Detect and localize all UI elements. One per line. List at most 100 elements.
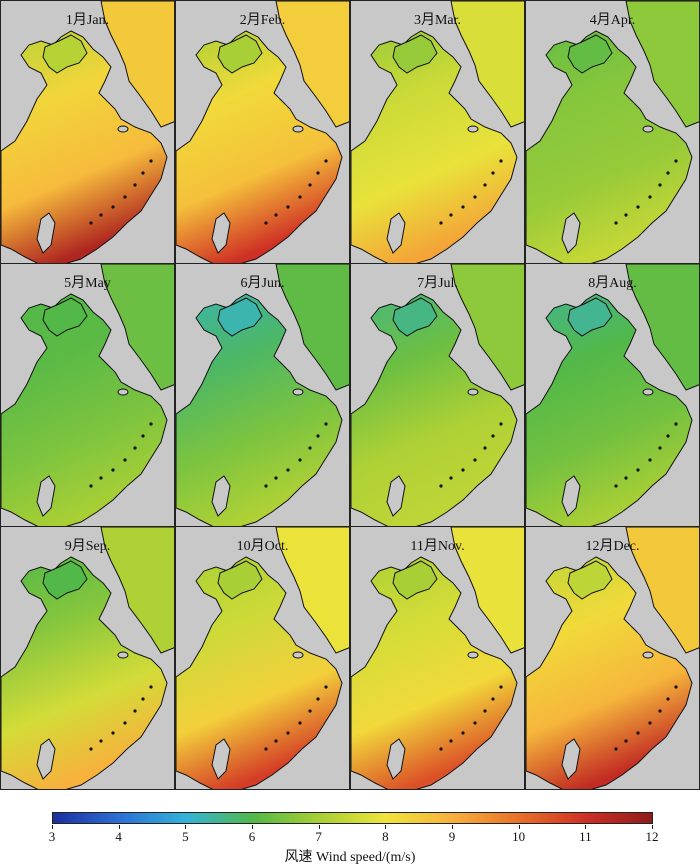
ryukyu-island [149, 685, 153, 689]
ryukyu-island [614, 747, 618, 751]
ryukyu-island [499, 422, 503, 426]
colorbar-gradient [52, 812, 653, 824]
colorbar-tick [652, 825, 653, 829]
japan-sea-field [275, 1, 349, 128]
taiwan-island [386, 212, 406, 254]
japan-sea-field [450, 527, 524, 654]
sea-wind-field [526, 30, 693, 263]
bohai-sea-field [217, 34, 263, 74]
ryukyu-island [316, 434, 320, 438]
jeju-island [642, 388, 654, 396]
ryukyu-island [491, 434, 495, 438]
bohai-sea-field [42, 560, 88, 600]
colorbar-tick [52, 825, 53, 829]
ryukyu-island [624, 739, 628, 743]
wind-speed-map [1, 1, 174, 263]
ryukyu-island [89, 484, 93, 488]
ryukyu-island [614, 484, 618, 488]
ryukyu-island [473, 721, 477, 725]
ryukyu-island [264, 747, 268, 751]
ryukyu-island [89, 221, 93, 225]
taiwan-island [386, 475, 406, 517]
ryukyu-island [149, 422, 153, 426]
ryukyu-island [274, 213, 278, 217]
wind-speed-map [526, 1, 699, 263]
bohai-sea-field [392, 560, 438, 600]
ryukyu-island [491, 171, 495, 175]
jeju-island [292, 651, 304, 659]
colorbar-legend: 3 4 5 6 7 8 9 10 11 12 风速 Wind speed/(m/s) [0, 790, 700, 865]
jeju-island [117, 125, 129, 133]
ryukyu-island [624, 213, 628, 217]
ryukyu-island [439, 484, 443, 488]
japan-sea-field [450, 1, 524, 128]
bohai-sea-field [567, 34, 613, 74]
ryukyu-island [133, 183, 137, 187]
ryukyu-island [449, 739, 453, 743]
japan-sea-field [100, 1, 174, 128]
monthly-map-panel: 3月Mar. [350, 0, 525, 264]
colorbar-tick [385, 825, 387, 829]
colorbar-tick-label: 4 [115, 829, 122, 844]
wind-speed-map [1, 527, 174, 789]
colorbar-tick [518, 825, 520, 829]
ryukyu-island [99, 739, 103, 743]
colorbar-tick [318, 825, 320, 829]
ryukyu-island [636, 205, 640, 209]
jeju-island [117, 651, 129, 659]
jeju-island [467, 125, 479, 133]
monthly-map-grid: 1月Jan. 2月Feb. 3月Mar. 4月Apr. 5月May 6月Jun. 7月Jul… [0, 0, 700, 790]
colorbar-tick-label: 11 [579, 829, 592, 844]
taiwan-island [36, 738, 56, 780]
ryukyu-island [324, 685, 328, 689]
sea-wind-field [176, 556, 343, 789]
ryukyu-island [624, 476, 628, 480]
wind-speed-map [351, 1, 524, 263]
wind-speed-map [176, 264, 349, 526]
ryukyu-island [274, 739, 278, 743]
taiwan-island [561, 738, 581, 780]
colorbar-tick [585, 825, 587, 829]
ryukyu-island [111, 731, 115, 735]
wind-speed-map [176, 527, 349, 789]
colorbar-tick-label: 3 [48, 829, 56, 844]
ryukyu-island [461, 205, 465, 209]
monthly-map-panel: 4月Apr. [525, 0, 700, 264]
ryukyu-island [473, 458, 477, 462]
bohai-sea-field [392, 34, 438, 74]
sea-wind-field [351, 293, 518, 526]
monthly-map-panel: 10月Oct. [175, 526, 350, 790]
ryukyu-island [491, 697, 495, 701]
ryukyu-island [658, 709, 662, 713]
taiwan-island [386, 738, 406, 780]
ryukyu-island [123, 721, 127, 725]
ryukyu-island [111, 205, 115, 209]
ryukyu-island [666, 171, 670, 175]
jeju-island [292, 125, 304, 133]
colorbar-tick [118, 825, 120, 829]
bohai-sea-field [42, 34, 88, 74]
jeju-island [642, 125, 654, 133]
jeju-island [292, 388, 304, 396]
ryukyu-island [149, 159, 153, 163]
jeju-island [642, 651, 654, 659]
colorbar-tick-label: 8 [382, 829, 389, 844]
ryukyu-island [316, 697, 320, 701]
ryukyu-island [123, 458, 127, 462]
sea-wind-field [526, 556, 693, 789]
ryukyu-island [324, 159, 328, 163]
sea-wind-field [1, 556, 168, 789]
sea-wind-field [1, 293, 168, 526]
monthly-map-panel: 8月Aug. [525, 263, 700, 527]
colorbar-tick-label: 5 [182, 829, 189, 844]
wind-speed-map [351, 264, 524, 526]
ryukyu-island [674, 422, 678, 426]
jeju-island [467, 388, 479, 396]
ryukyu-island [614, 221, 618, 225]
jeju-island [117, 388, 129, 396]
sea-wind-field [1, 30, 168, 263]
ryukyu-island [99, 213, 103, 217]
ryukyu-island [286, 205, 290, 209]
ryukyu-island [648, 195, 652, 199]
ryukyu-island [308, 446, 312, 450]
